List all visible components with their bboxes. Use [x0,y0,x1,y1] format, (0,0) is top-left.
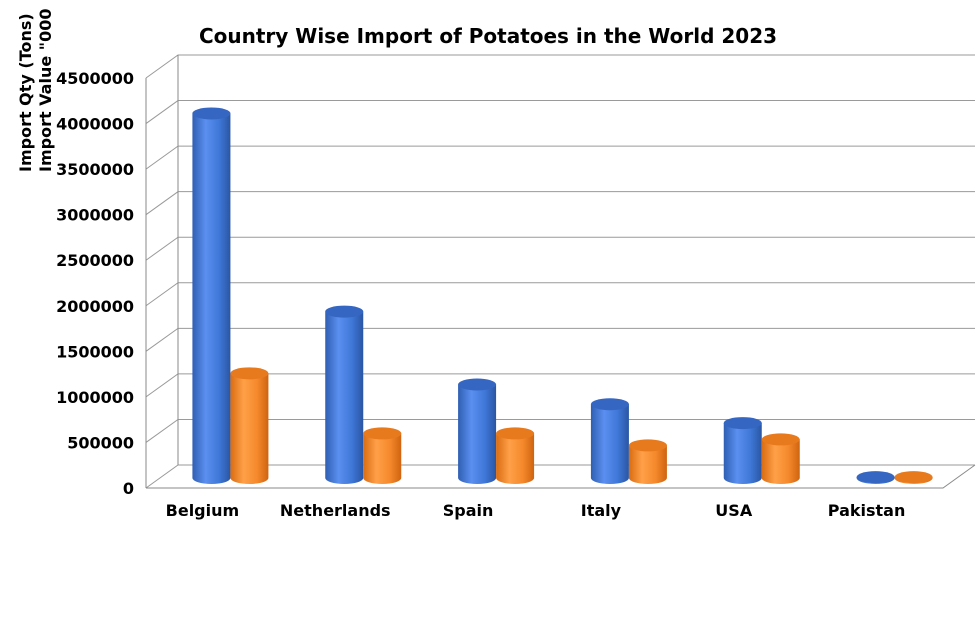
x-tick-labels: Belgium Netherlands Spain Italy USA Pakistan [166,501,906,520]
y-axis-label: Import Qty (Tons) Import Value "000 [16,8,55,172]
bar [761,433,800,485]
y-tick-label: 2500000 [56,251,134,270]
bar [230,367,269,484]
chart-title: Country Wise Import of Potatoes in the W… [199,24,777,48]
plot-frame [145,55,976,489]
y-tick-label: 2000000 [56,297,134,316]
bar [192,107,231,485]
y-tick-label: 1000000 [56,388,134,407]
y-tick-label: 500000 [67,433,134,452]
y-tick-label: 4000000 [56,115,134,134]
bar [856,471,895,485]
y-axis-label-line-1: Import Qty (Tons) [16,13,35,172]
y-tick-label: 0 [123,479,134,498]
x-tick-label: Spain [443,501,494,520]
bar [325,305,364,485]
y-axis-label-line-2: Import Value "000 [36,8,55,172]
y-tick-label: 3000000 [56,206,134,225]
gridline [145,236,975,261]
gridline [145,282,975,307]
bar [628,439,667,485]
bar [363,427,402,485]
y-tick-label: 1500000 [56,342,134,361]
y-tick-label: 3500000 [56,160,134,179]
x-tick-label: Pakistan [828,501,906,520]
x-tick-label: Italy [581,501,622,520]
bar [496,427,535,484]
bar [590,398,629,485]
gridline [145,100,975,124]
gridline [145,54,975,79]
x-tick-label: Netherlands [280,501,391,520]
bars [192,107,933,485]
x-tick-label: Belgium [166,501,240,520]
y-tick-label: 4500000 [56,69,134,88]
bar [458,378,497,485]
bar [894,471,933,485]
y-tick-labels: 0 500000 1000000 1500000 2000000 2500000 30000… [56,69,134,498]
bar [723,417,762,485]
gridlines [145,54,975,489]
gridline [145,191,975,216]
gridline [145,464,975,489]
gridline [145,327,975,352]
gridline [145,373,975,398]
x-tick-label: USA [715,501,753,520]
gridline [145,145,975,170]
gridline [145,418,975,443]
